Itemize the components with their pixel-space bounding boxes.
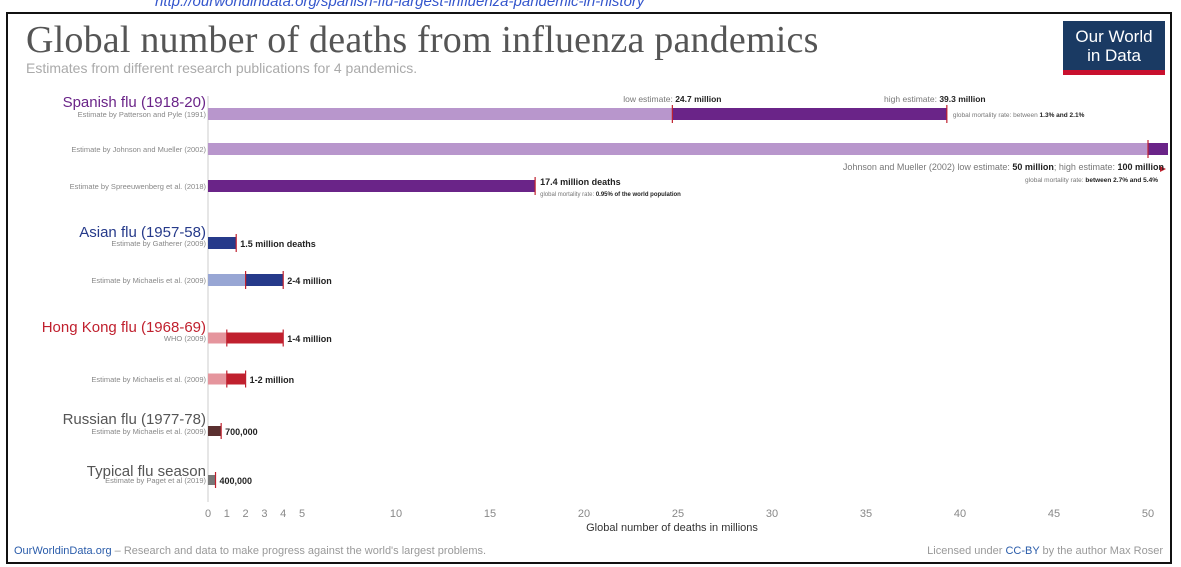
- chart-title: Global number of deaths from influenza p…: [26, 19, 819, 61]
- bar-spanish-2: [208, 180, 536, 192]
- bar-range-asian-1: [245, 274, 284, 286]
- bar-range-spanish-0: [672, 108, 947, 120]
- x-tick-20: 20: [578, 508, 590, 520]
- header-url-text: http://ourworldindata.org/spanish-flu-la…: [155, 0, 645, 10]
- rate-label-spanish-1-part-1: between 2.7% and 5.4%: [1085, 177, 1158, 184]
- low-estimate-label-spanish-0-part-1: 24.7 million: [675, 94, 721, 104]
- row-source-hongkong-0: WHO (2009): [164, 334, 207, 343]
- row-source-asian-0: Estimate by Gatherer (2009): [111, 239, 206, 248]
- logo-line-1: Our World: [1075, 27, 1153, 46]
- rate-label-spanish-1-part-0: global mortality rate:: [1025, 177, 1085, 184]
- range-label-spanish-1-part-0: Johnson and Mueller (2002) low estimate:: [843, 162, 1013, 172]
- bar-low-asian-1: [208, 274, 246, 286]
- row-source-asian-1: Estimate by Michaelis et al. (2009): [91, 276, 206, 285]
- value-label-hongkong-0-part-0: 1-4 million: [287, 334, 332, 344]
- range-label-spanish-1-part-2: ; high estimate:: [1054, 162, 1118, 172]
- owid-logo[interactable]: Our World in Data: [1063, 21, 1165, 75]
- rate-label-spanish-2-part-1: 0.95% of the world population: [596, 192, 681, 198]
- rate-label-spanish-0-part-0: global mortality rate: between: [953, 112, 1040, 119]
- x-tick-0: 0: [205, 508, 211, 520]
- group-label-asian: Asian flu (1957-58): [79, 224, 206, 241]
- bar-low-hongkong-1: [208, 373, 227, 385]
- rate-label-spanish-1: global mortality rate: between 2.7% and …: [1025, 177, 1158, 184]
- x-axis-label: Global number of deaths in millions: [586, 522, 758, 534]
- row-source-spanish-2: Estimate by Spreeuwenberg et al. (2018): [70, 182, 207, 191]
- logo-red-bar: [1063, 70, 1165, 75]
- value-label-asian-1: 2-4 million: [287, 276, 332, 286]
- x-tick-4: 4: [280, 508, 286, 520]
- logo-line-2: in Data: [1087, 46, 1141, 65]
- group-label-hongkong: Hong Kong flu (1968-69): [42, 319, 206, 336]
- x-tick-15: 15: [484, 508, 496, 520]
- x-tick-35: 35: [860, 508, 872, 520]
- footer-license-suffix: by the author Max Roser: [1039, 545, 1163, 557]
- chart-subtitle: Estimates from different research public…: [26, 60, 418, 76]
- x-tick-50: 50: [1142, 508, 1154, 520]
- row-source-russian-0: Estimate by Michaelis et al. (2009): [91, 427, 206, 436]
- value-label-spanish-2-part-0: 17.4 million deaths: [540, 177, 621, 187]
- range-label-spanish-1-part-3: 100 million: [1117, 162, 1164, 172]
- value-label-hongkong-1: 1-2 million: [250, 375, 295, 385]
- bar-range-hongkong-0: [226, 332, 284, 344]
- x-tick-45: 45: [1048, 508, 1060, 520]
- header-url-strip: http://ourworldindata.org/spanish-flu-la…: [0, 0, 1181, 14]
- row-source-spanish-1: Estimate by Johnson and Mueller (2002): [71, 145, 206, 154]
- x-tick-30: 30: [766, 508, 778, 520]
- x-tick-40: 40: [954, 508, 966, 520]
- bar-typical-0: [208, 475, 216, 485]
- x-tick-1: 1: [224, 508, 230, 520]
- footer-site-link[interactable]: OurWorldinData.org: [14, 545, 112, 557]
- bar-range-spanish-1: [1148, 143, 1168, 155]
- footer-source: OurWorldinData.org – Research and data t…: [14, 545, 486, 557]
- value-label-hongkong-1-part-0: 1-2 million: [250, 375, 295, 385]
- x-tick-3: 3: [261, 508, 267, 520]
- value-label-spanish-2: 17.4 million deaths: [540, 177, 621, 187]
- bar-range-hongkong-1: [226, 373, 246, 385]
- footer-license: Licensed under CC-BY by the author Max R…: [927, 545, 1163, 557]
- footer-license-link[interactable]: CC-BY: [1005, 545, 1040, 557]
- low-estimate-label-spanish-0: low estimate: 24.7 million: [623, 94, 721, 104]
- bar-russian-0: [208, 426, 222, 436]
- value-label-asian-1-part-0: 2-4 million: [287, 276, 332, 286]
- row-source-hongkong-1: Estimate by Michaelis et al. (2009): [91, 375, 206, 384]
- rate-label-spanish-2: global mortality rate: 0.95% of the worl…: [540, 192, 681, 198]
- bar-low-hongkong-0: [208, 332, 227, 344]
- high-estimate-label-spanish-0-part-0: high estimate:: [884, 94, 939, 104]
- x-tick-5: 5: [299, 508, 305, 520]
- group-label-russian: Russian flu (1977-78): [63, 411, 206, 428]
- range-label-spanish-1-part-1: 50 million: [1012, 162, 1054, 172]
- value-label-russian-0: 700,000: [225, 427, 258, 437]
- value-label-russian-0-part-0: 700,000: [225, 427, 258, 437]
- footer-tagline: – Research and data to make progress aga…: [111, 545, 487, 557]
- chart-frame: [6, 12, 1172, 564]
- value-label-hongkong-0: 1-4 million: [287, 334, 332, 344]
- rate-label-spanish-2-part-0: global mortality rate:: [540, 192, 596, 198]
- high-estimate-label-spanish-0-part-1: 39.3 million: [939, 94, 985, 104]
- overflow-arrow-spanish-1: [1160, 166, 1166, 172]
- group-label-spanish: Spanish flu (1918-20): [63, 94, 206, 111]
- x-tick-10: 10: [390, 508, 402, 520]
- bar-asian-0: [208, 237, 237, 249]
- group-label-typical: Typical flu season: [87, 463, 206, 480]
- row-source-typical-0: Estimate by Paget et al (2019): [105, 476, 206, 485]
- row-source-spanish-0: Estimate by Patterson and Pyle (1991): [78, 110, 207, 119]
- x-tick-2: 2: [243, 508, 249, 520]
- footer-license-prefix: Licensed under: [927, 545, 1006, 557]
- bar-low-spanish-1: [208, 143, 1148, 155]
- x-tick-25: 25: [672, 508, 684, 520]
- value-label-typical-0-part-0: 400,000: [220, 476, 253, 486]
- bar-low-spanish-0: [208, 108, 673, 120]
- value-label-asian-0-part-0: 1.5 million deaths: [240, 239, 316, 249]
- rate-label-spanish-0: global mortality rate: between 1.3% and …: [953, 112, 1085, 119]
- rate-label-spanish-0-part-1: 1.3% and 2.1%: [1040, 112, 1085, 119]
- value-label-asian-0: 1.5 million deaths: [240, 239, 316, 249]
- value-label-typical-0: 400,000: [220, 476, 253, 486]
- high-estimate-label-spanish-0: high estimate: 39.3 million: [884, 94, 986, 104]
- low-estimate-label-spanish-0-part-0: low estimate:: [623, 94, 675, 104]
- range-label-spanish-1: Johnson and Mueller (2002) low estimate:…: [843, 162, 1164, 172]
